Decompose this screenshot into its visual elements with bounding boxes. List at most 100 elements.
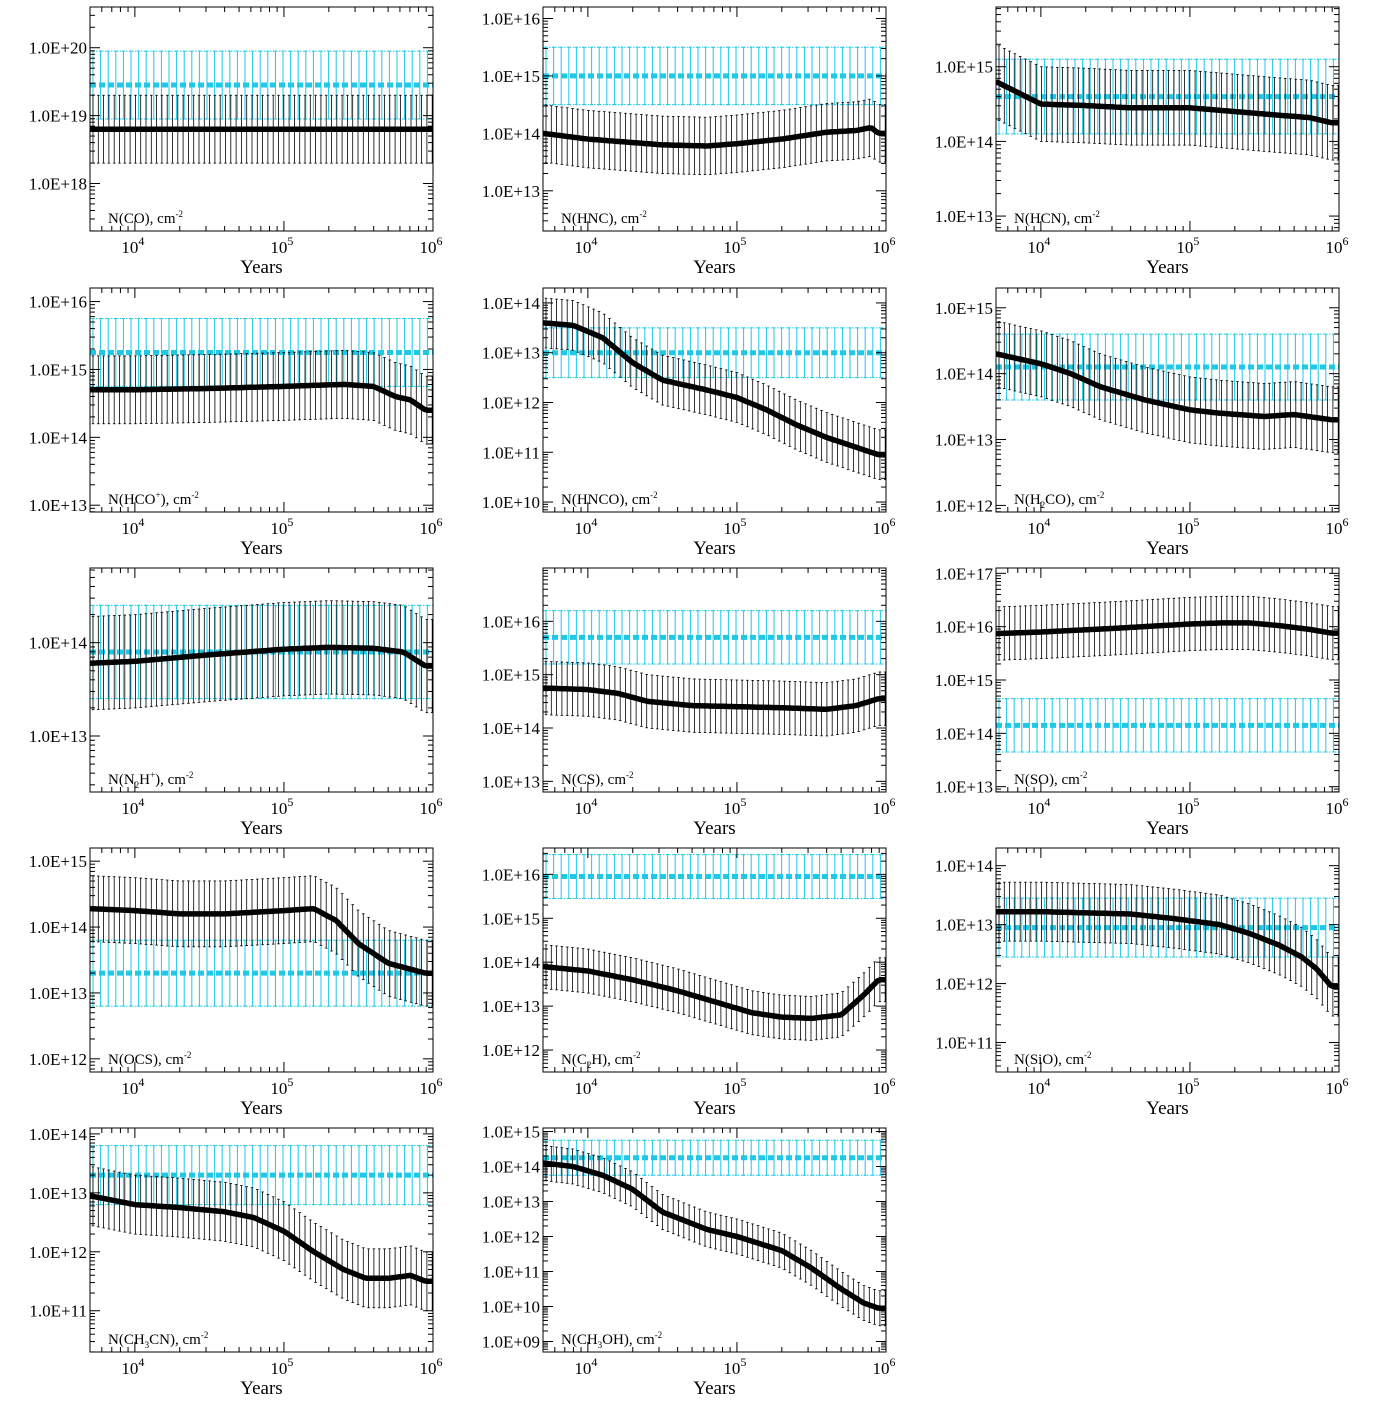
y-tick-label: 1.0E+12 <box>482 393 540 412</box>
plot-area <box>90 600 433 714</box>
y-tick-label: 1.0E+15 <box>29 360 87 379</box>
panel-11: 104 105 106Years1.0E+121.0E+131.0E+141.0E+… <box>482 847 896 1119</box>
y-tick-label: 1.0E+16 <box>482 612 540 631</box>
y-tick-label: 1.0E+14 <box>29 918 88 937</box>
model-line <box>90 381 433 413</box>
x-tick-label: 105 <box>723 234 746 257</box>
observed-series <box>90 318 433 387</box>
y-tick-label: 1.0E+14 <box>935 365 994 384</box>
y-tick-label: 1.0E+15 <box>935 299 993 318</box>
x-axis-label: Years <box>240 818 282 839</box>
model-line <box>996 79 1339 126</box>
panel-1: 104 105 106 Years 1.0E+18 1.0E+19 1.0E+20 N(CO)… <box>29 6 443 278</box>
x-tick-label: 104 <box>121 1075 144 1098</box>
x-axis-label: Years <box>693 257 735 278</box>
x-tick-label: 104 <box>121 515 144 538</box>
x-tick-label: 105 <box>270 515 293 538</box>
x-tick-label: 106 <box>420 1075 443 1098</box>
y-tick-label: 1.0E+11 <box>482 443 540 462</box>
y-tick-label: 1.0E+15 <box>29 852 87 871</box>
y-axis: 1.0E+13 1.0E+14 1.0E+15 1.0E+16 <box>482 567 886 791</box>
plot-area <box>543 854 886 1041</box>
panel-4: 104 105 106Years1.0E+131.0E+141.0E+151.0E+… <box>29 287 443 559</box>
x-tick-label: 104 <box>1027 795 1050 818</box>
x-tick-label: 105 <box>270 234 293 257</box>
plot-area <box>996 45 1339 161</box>
x-tick-label: 105 <box>1176 515 1199 538</box>
model-series <box>543 944 886 1041</box>
y-axis: 1.0E+18 1.0E+19 1.0E+20 <box>29 14 433 232</box>
x-tick-label: 105 <box>723 515 746 538</box>
x-tick-label: 105 <box>723 795 746 818</box>
y-tick-label: 1.0E+13 <box>482 772 540 791</box>
y-tick-label: 1.0E+14 <box>482 719 541 738</box>
y-tick-label: 1.0E+14 <box>935 132 994 151</box>
observed-series <box>90 50 433 120</box>
panel-8: 104 105 106Years1.0E+131.0E+141.0E+151.0E+… <box>482 567 896 839</box>
model-line <box>90 644 433 669</box>
model-line <box>543 125 886 149</box>
y-axis: 1.0E+13 1.0E+14 1.0E+15 1.0E+16 <box>482 9 886 232</box>
plot-frame <box>89 847 434 1073</box>
species-label: N(SO), cm-2 <box>1014 770 1087 788</box>
y-axis: 1.0E+12 1.0E+13 1.0E+14 1.0E+15 <box>29 852 433 1070</box>
plot-area <box>996 595 1339 753</box>
plot-area <box>90 875 433 1007</box>
x-tick-label: 105 <box>270 795 293 818</box>
observed-series <box>543 610 886 665</box>
x-axis-label: Years <box>240 538 282 559</box>
panel-3: 104 105 106 Years 1.0E+13 1.0E+14 1.0E+15 N(HCN… <box>935 6 1349 278</box>
model-line <box>543 963 886 1022</box>
species-label: N(H2CO), cm-2 <box>1014 490 1104 510</box>
x-tick-label: 104 <box>121 795 144 818</box>
species-label: N(HCO+), cm-2 <box>108 490 199 508</box>
x-tick-label: 106 <box>873 515 896 538</box>
model-series <box>996 595 1339 661</box>
x-tick-label: 105 <box>1176 795 1199 818</box>
plot-area <box>90 318 433 445</box>
y-tick-label: 1.0E+17 <box>935 564 994 583</box>
x-tick-label: 104 <box>1027 234 1050 257</box>
x-tick-label: 105 <box>270 1075 293 1098</box>
y-tick-label: 1.0E+18 <box>29 174 87 193</box>
y-tick-label: 1.0E+14 <box>482 294 541 313</box>
x-tick-label: 104 <box>574 515 597 538</box>
plot-area <box>543 610 886 737</box>
model-series <box>543 98 886 176</box>
y-tick-label: 1.0E+13 <box>482 182 540 201</box>
species-label: N(HNCO), cm-2 <box>561 490 658 508</box>
y-tick-label: 1.0E+14 <box>29 428 88 447</box>
y-tick-label: 1.0E+13 <box>29 496 87 515</box>
model-series <box>90 94 433 164</box>
x-tick-label: 106 <box>873 234 896 257</box>
x-axis-label: Years <box>1146 257 1188 278</box>
x-tick-label: 105 <box>1176 234 1199 257</box>
species-label: N(OCS), cm-2 <box>108 1050 191 1068</box>
x-tick-label: 106 <box>1326 515 1349 538</box>
y-axis: 1.0E+12 1.0E+13 1.0E+14 1.0E+15 <box>935 299 1339 515</box>
x-tick-label: 104 <box>574 795 597 818</box>
y-tick-label: 1.0E+10 <box>482 493 540 512</box>
x-tick-label: 104 <box>121 234 144 257</box>
y-tick-label: 1.0E+13 <box>935 778 993 797</box>
y-tick-label: 1.0E+16 <box>29 293 87 312</box>
y-tick-label: 1.0E+13 <box>935 431 993 450</box>
x-tick-label: 106 <box>1326 795 1349 818</box>
y-tick-label: 1.0E+20 <box>29 39 87 58</box>
observed-series <box>543 854 886 900</box>
observed-series <box>996 698 1339 753</box>
plot-frame <box>89 287 434 513</box>
y-axis: 1.0E+13 1.0E+14 1.0E+15 1.0E+16 <box>29 293 433 515</box>
model-series <box>90 350 433 445</box>
model-series <box>543 297 886 481</box>
y-tick-label: 1.0E+15 <box>935 671 993 690</box>
